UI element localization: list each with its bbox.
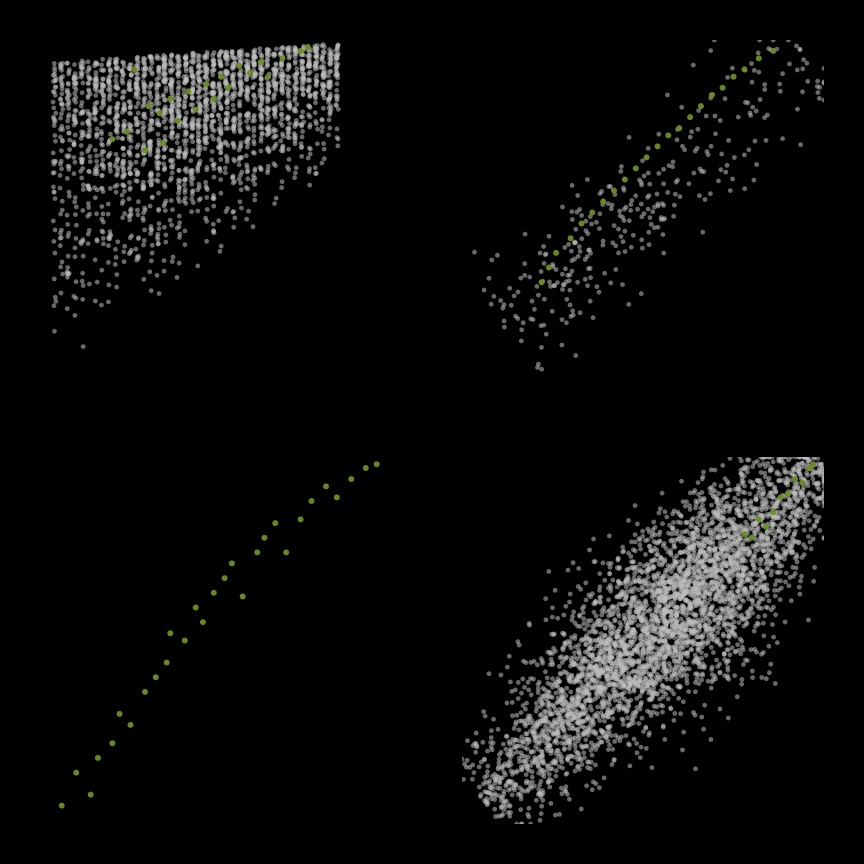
scatter-panel-bottom-right [462,457,824,824]
scatter-panel-top-right [462,40,824,407]
scatter-panel-top-left [40,40,402,407]
chart-grid [0,0,864,864]
scatter-panel-bottom-left [40,457,402,824]
